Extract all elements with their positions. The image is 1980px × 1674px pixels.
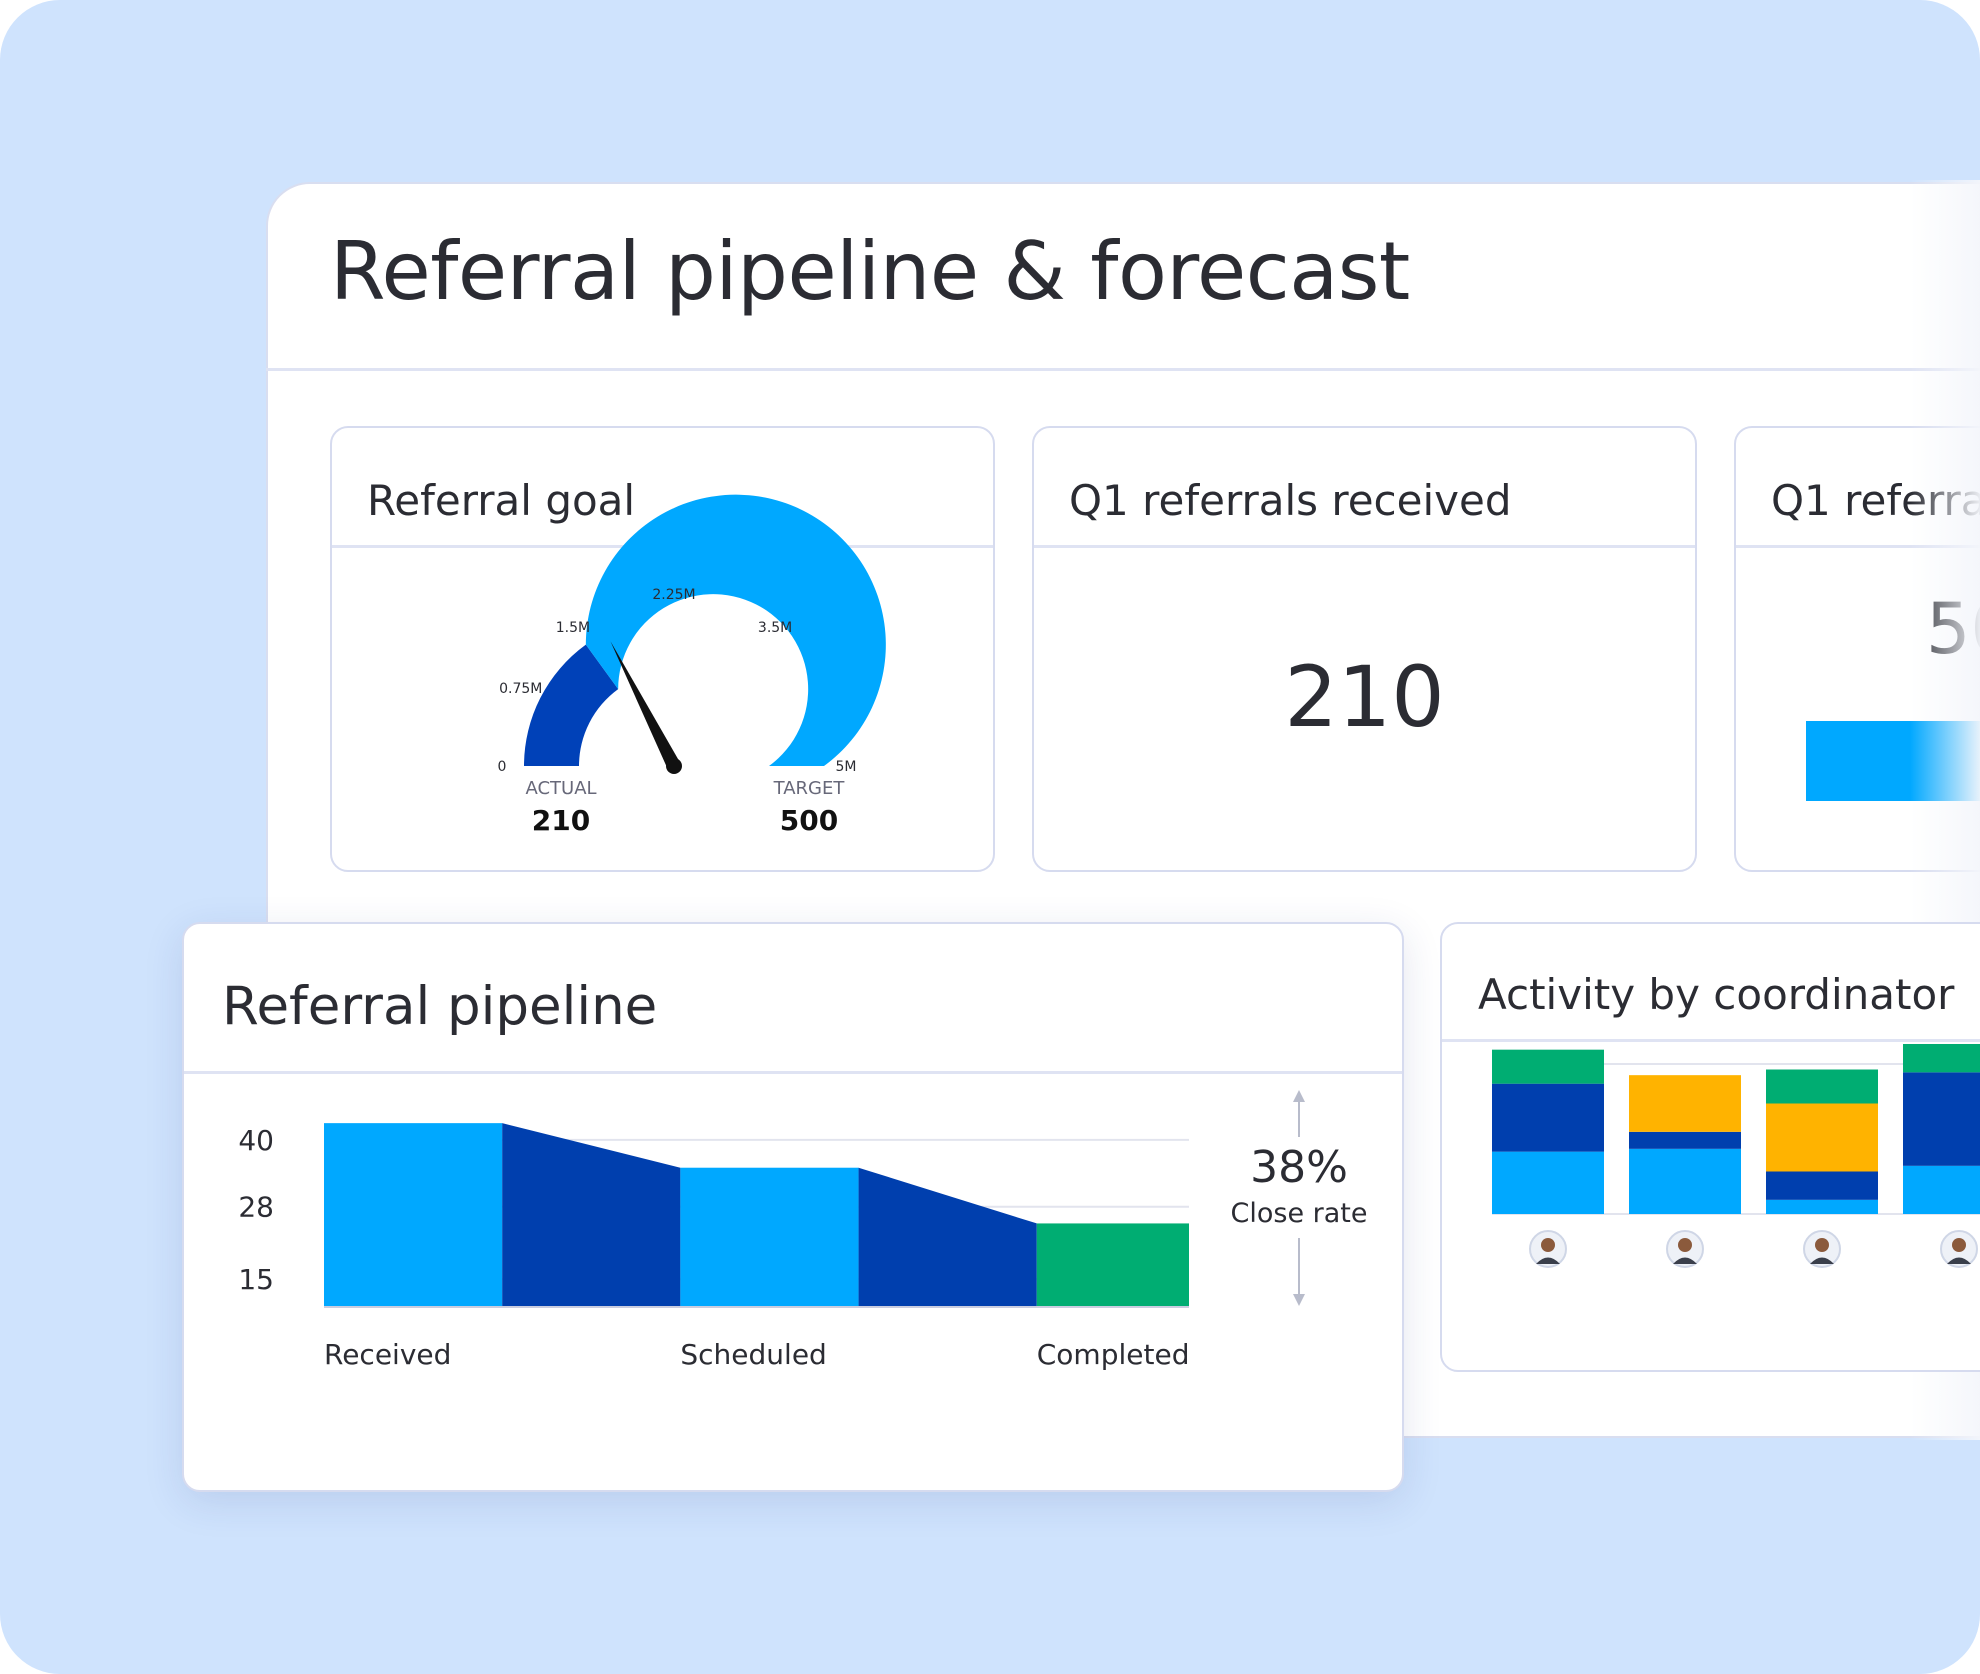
avatar-head xyxy=(1952,1238,1966,1252)
gauge-tick-label: 2.25M xyxy=(652,587,695,603)
gauge-needle xyxy=(610,641,681,770)
x-category-label: Scheduled xyxy=(680,1338,826,1371)
y-tick-label: 28 xyxy=(238,1191,274,1224)
gauge-tick-label: 0.75M xyxy=(499,681,542,697)
stacked-bar-segment xyxy=(1766,1103,1878,1172)
close-rate-label: Close rate xyxy=(1231,1198,1368,1229)
pipeline-stage-completed xyxy=(1036,1223,1189,1307)
avatar-head xyxy=(1678,1238,1692,1252)
q1-referrals-received-value: 210 xyxy=(1284,648,1445,746)
pipeline-transition xyxy=(502,1123,681,1307)
avatar-head xyxy=(1815,1238,1829,1252)
avatar-body xyxy=(1810,1257,1834,1264)
stacked-bar-segment xyxy=(1903,1072,1980,1166)
close-rate-value: 38% xyxy=(1250,1142,1348,1193)
pipeline-transition xyxy=(858,1167,1037,1307)
activity-chart xyxy=(1492,1044,1980,1268)
arrow-up-icon xyxy=(1293,1090,1305,1102)
gauge-actual-arc xyxy=(524,644,619,766)
avatar-body xyxy=(1673,1257,1697,1264)
stacked-bar-segment xyxy=(1903,1044,1980,1073)
target-label: TARGET xyxy=(773,778,846,799)
q1-referrals-received-card[interactable]: Q1 referrals received 210 xyxy=(1032,426,1697,872)
y-tick-label: 15 xyxy=(238,1263,274,1296)
q1-referrals-received-title: Q1 referrals received xyxy=(1069,476,1512,525)
q1-referral-secondary-value: 50 xyxy=(1926,588,1980,670)
stacked-bar-segment xyxy=(1492,1049,1604,1084)
stacked-bar-segment xyxy=(1629,1148,1741,1214)
y-tick-label: 40 xyxy=(238,1124,274,1157)
pipeline-stage-scheduled xyxy=(680,1167,859,1307)
actual-label: ACTUAL xyxy=(525,778,596,799)
arrow-down-icon xyxy=(1293,1294,1305,1306)
actual-value: 210 xyxy=(532,804,590,837)
pipeline-stage-received xyxy=(324,1123,503,1307)
stacked-bar-segment xyxy=(1766,1199,1878,1214)
progress-bar xyxy=(1806,721,1980,801)
activity-by-coordinator-title: Activity by coordinator xyxy=(1478,970,1955,1019)
goal-gauge: 0 0.75M 1.5M 2.25M 3.5M 5M ACTUAL 210 TA… xyxy=(498,494,886,837)
referral-pipeline-title: Referral pipeline xyxy=(222,976,658,1037)
card-divider xyxy=(1034,545,1695,548)
stacked-bar-segment xyxy=(1766,1171,1878,1200)
x-category-label: Completed xyxy=(1037,1338,1190,1371)
gauge-tick-label: 1.5M xyxy=(556,620,590,636)
card-divider xyxy=(184,1071,1402,1074)
stacked-bar-segment xyxy=(1766,1069,1878,1104)
gauge-tick-label: 3.5M xyxy=(758,620,792,636)
card-divider xyxy=(1736,545,1980,548)
avatar-body xyxy=(1536,1257,1560,1264)
stacked-bar-segment xyxy=(1492,1083,1604,1152)
x-category-label: Received xyxy=(324,1338,451,1371)
target-value: 500 xyxy=(780,804,838,837)
pipeline-chart: 40 28 15 Received Scheduled Completed 38% Clo… xyxy=(238,1090,1368,1371)
referral-goal-card[interactable]: Referral goal 0 0.75M 1.5M 2.25M 3.5M 5M… xyxy=(330,426,995,872)
title-divider xyxy=(266,368,1980,371)
avatar-body xyxy=(1947,1257,1971,1264)
avatar-head xyxy=(1541,1238,1555,1252)
page-title: Referral pipeline & forecast xyxy=(330,225,1410,318)
gauge-tick-label: 0 xyxy=(498,759,507,775)
card-divider xyxy=(1442,1039,1980,1042)
activity-by-coordinator-card[interactable]: Activity by coordinator xyxy=(1440,922,1980,1372)
stacked-bar-segment xyxy=(1629,1131,1741,1149)
gauge-remaining-arc xyxy=(585,494,886,766)
q1-referral-secondary-card[interactable]: Q1 referral 50 xyxy=(1734,426,1980,872)
gauge-tick-label: 5M xyxy=(836,759,857,775)
referral-goal-title: Referral goal xyxy=(367,476,636,525)
gauge-needle-hub xyxy=(666,758,682,774)
stacked-bar-segment xyxy=(1903,1165,1980,1214)
stacked-bar-segment xyxy=(1629,1075,1741,1132)
referral-pipeline-card[interactable]: Referral pipeline 40 28 15 Received Schedule… xyxy=(182,922,1404,1492)
q1-referral-secondary-title: Q1 referral xyxy=(1771,476,1980,525)
stacked-bar-segment xyxy=(1492,1151,1604,1214)
